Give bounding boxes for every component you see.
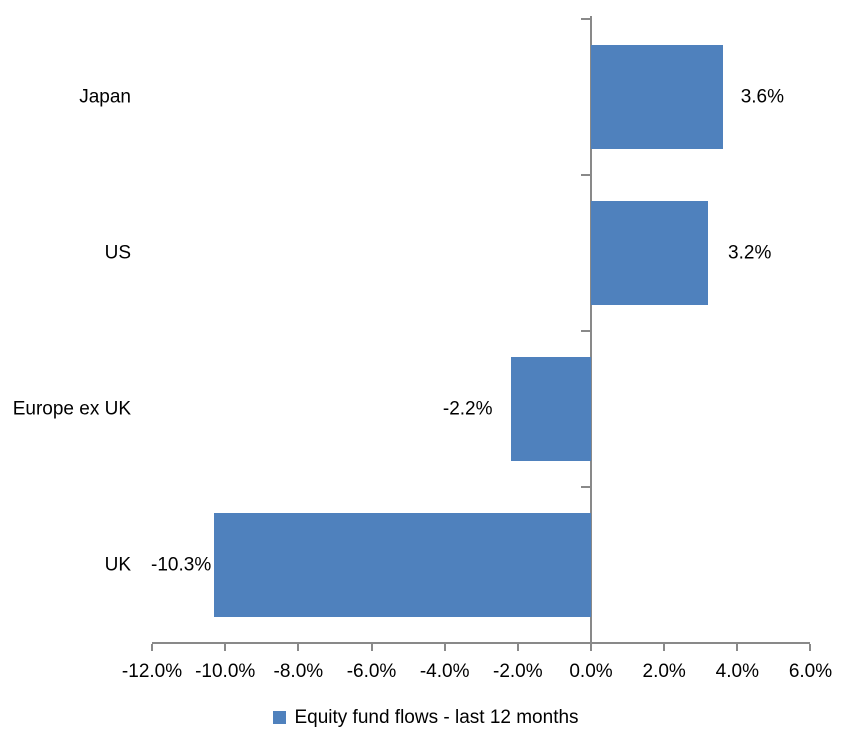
x-axis-tick <box>297 644 300 651</box>
x-tick-label: -2.0% <box>493 661 543 682</box>
x-tick-label: -4.0% <box>419 661 470 682</box>
x-tick-label: 0.0% <box>569 661 613 682</box>
x-axis-tick <box>590 644 592 651</box>
x-tick-label: -12.0% <box>121 661 183 682</box>
category-label-uk: UK <box>104 554 131 576</box>
bar-data-label: -2.2% <box>442 398 493 420</box>
x-tick-label: -8.0% <box>273 661 324 682</box>
legend: Equity fund flows - last 12 months <box>0 702 852 732</box>
bar-europe-ex-uk <box>510 357 591 461</box>
category-label-us: US <box>104 242 131 264</box>
y-axis-tick <box>581 642 592 644</box>
bar-data-label: -10.3% <box>151 554 212 576</box>
bar-uk <box>214 513 591 617</box>
y-axis-tick <box>581 330 592 332</box>
legend-swatch-icon <box>273 710 287 724</box>
x-axis-tick <box>663 644 666 651</box>
x-axis-tick <box>736 644 739 651</box>
y-axis-line <box>590 16 592 650</box>
bar-japan <box>591 45 723 149</box>
y-axis-tick <box>581 174 592 176</box>
x-axis-tick <box>370 644 373 651</box>
y-axis-tick <box>581 18 592 20</box>
legend-label: Equity fund flows - last 12 months <box>294 706 579 728</box>
x-axis-tick <box>516 644 519 651</box>
x-tick-label: -10.0% <box>195 661 256 682</box>
x-tick-label: -6.0% <box>346 661 397 682</box>
x-axis-tick <box>443 644 446 651</box>
x-axis-line <box>152 642 811 644</box>
x-axis-tick <box>809 644 812 651</box>
x-axis-tick <box>224 644 227 651</box>
bar-data-label: 3.6% <box>740 86 784 108</box>
x-axis-tick <box>151 644 154 651</box>
bar-us <box>591 201 709 305</box>
category-label-japan: Japan <box>79 86 131 108</box>
x-tick-label: 6.0% <box>788 661 833 682</box>
x-tick-label: 4.0% <box>715 661 759 682</box>
category-label-europe-ex-uk: Europe ex UK <box>12 398 131 420</box>
bar-data-label: 3.2% <box>728 242 772 264</box>
y-axis-tick <box>581 486 592 488</box>
x-tick-label: 2.0% <box>642 661 686 682</box>
